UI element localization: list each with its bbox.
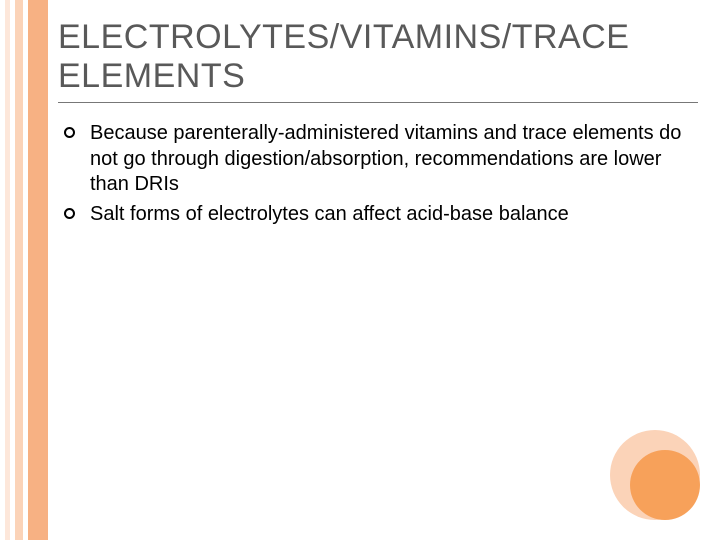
title-divider bbox=[58, 102, 698, 103]
accent-stripe-mid bbox=[15, 0, 23, 540]
bullet-text: Because parenterally-administered vitami… bbox=[90, 122, 681, 195]
slide-content: ELECTROLYTES/VITAMINS/TRACE ELEMENTS Bec… bbox=[58, 18, 700, 232]
bullet-icon bbox=[64, 127, 75, 138]
accent-stripe-inner bbox=[28, 0, 48, 540]
bullet-icon bbox=[64, 208, 75, 219]
bullet-list: Because parenterally-administered vitami… bbox=[58, 121, 700, 227]
list-item: Because parenterally-administered vitami… bbox=[64, 121, 700, 198]
list-item: Salt forms of electrolytes can affect ac… bbox=[64, 202, 700, 228]
accent-stripe-outer bbox=[5, 0, 10, 540]
slide-title: ELECTROLYTES/VITAMINS/TRACE ELEMENTS bbox=[58, 18, 700, 96]
decorative-circle-inner bbox=[630, 450, 700, 520]
bullet-text: Salt forms of electrolytes can affect ac… bbox=[90, 203, 569, 225]
